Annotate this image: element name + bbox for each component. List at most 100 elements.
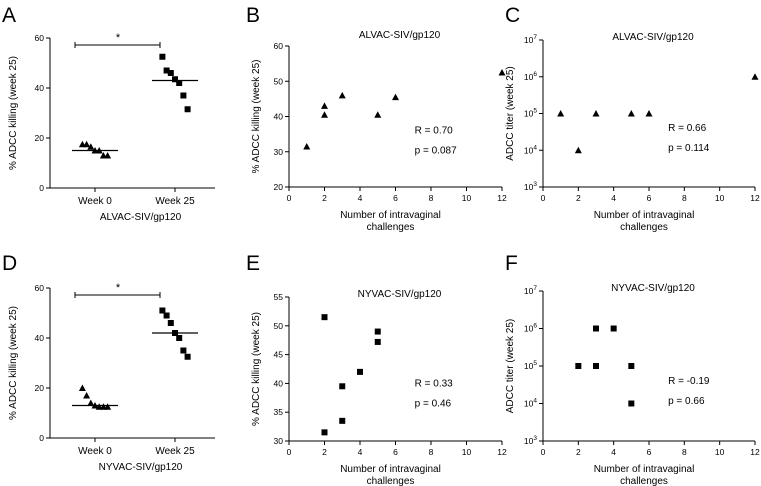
data-point bbox=[184, 106, 191, 113]
data-point bbox=[627, 110, 635, 117]
panel-label: B bbox=[246, 4, 260, 27]
y-tick-label: 55 bbox=[274, 292, 284, 302]
x-tick-label: 0 bbox=[287, 447, 292, 457]
x-tick-label: 4 bbox=[358, 447, 363, 457]
x-tick-label: 10 bbox=[715, 447, 725, 457]
correlation-r: R = 0.33 bbox=[415, 378, 454, 389]
x-tick-label: 8 bbox=[429, 193, 434, 203]
data-point bbox=[321, 111, 328, 118]
y-tick-label: 20 bbox=[274, 182, 284, 192]
panel-label: F bbox=[505, 252, 518, 275]
x-tick-label: 2 bbox=[576, 193, 581, 203]
y-tick-label: 30 bbox=[274, 147, 284, 157]
data-point bbox=[628, 363, 635, 369]
x-tick-label: 0 bbox=[287, 193, 292, 203]
x-tick-label: 12 bbox=[750, 193, 760, 203]
y-tick-label: 60 bbox=[274, 41, 284, 51]
panel-label: C bbox=[505, 4, 520, 27]
x-axis-title: challenges bbox=[620, 222, 668, 233]
x-tick-label: 4 bbox=[358, 193, 363, 203]
x-axis-title: challenges bbox=[620, 476, 668, 486]
y-tick-label: 105 bbox=[524, 360, 537, 371]
p-value: p = 0.087 bbox=[415, 145, 457, 156]
y-tick-label: 60 bbox=[35, 33, 45, 43]
correlation-r: R = -0.19 bbox=[668, 376, 710, 387]
data-point bbox=[338, 91, 346, 99]
data-point bbox=[339, 417, 346, 424]
x-axis-title: NYVAC-SIV/gp120 bbox=[99, 462, 183, 473]
x-category-label: Week 0 bbox=[78, 446, 112, 457]
data-point bbox=[163, 312, 170, 319]
y-axis-title: % ADCC killing (week 25) bbox=[8, 306, 19, 420]
panel-label: E bbox=[246, 252, 260, 275]
significance-star: * bbox=[116, 282, 121, 294]
data-point bbox=[167, 70, 174, 76]
x-tick-label: 10 bbox=[462, 193, 472, 203]
x-tick-label: 6 bbox=[647, 193, 652, 203]
p-value: p = 0.66 bbox=[668, 396, 705, 407]
y-tick-label: 106 bbox=[524, 71, 537, 82]
data-point bbox=[592, 110, 600, 117]
chart-title: NYVAC-SIV/gp120 bbox=[611, 283, 695, 294]
chart-title: NYVAC-SIV/gp120 bbox=[358, 289, 442, 300]
data-point bbox=[321, 314, 328, 321]
x-tick-label: 0 bbox=[541, 447, 546, 457]
y-tick-label: 45 bbox=[274, 350, 284, 360]
data-point bbox=[83, 140, 91, 148]
data-point bbox=[184, 353, 191, 360]
y-axis-title: ADCC titer (week 25) bbox=[505, 319, 516, 413]
y-tick-label: 104 bbox=[524, 144, 537, 155]
x-tick-label: 8 bbox=[429, 447, 434, 457]
x-tick-label: 2 bbox=[322, 193, 327, 203]
data-point bbox=[303, 142, 311, 150]
x-axis-title: ALVAC-SIV/gp120 bbox=[100, 212, 182, 223]
y-tick-label: 103 bbox=[524, 435, 537, 446]
p-value: p = 0.114 bbox=[668, 143, 710, 154]
data-point bbox=[163, 67, 170, 74]
y-tick-label: 50 bbox=[274, 76, 284, 86]
y-tick-label: 60 bbox=[35, 283, 45, 293]
y-tick-label: 40 bbox=[35, 333, 45, 343]
x-tick-label: 12 bbox=[497, 193, 507, 203]
x-tick-label: 6 bbox=[393, 447, 398, 457]
data-point bbox=[374, 111, 382, 118]
x-tick-label: 12 bbox=[750, 447, 760, 457]
x-tick-label: 12 bbox=[497, 447, 507, 457]
y-axis-title: % ADCC killing (week 25) bbox=[8, 56, 19, 170]
data-point bbox=[593, 325, 599, 332]
data-point bbox=[574, 146, 582, 154]
data-point bbox=[176, 335, 183, 341]
y-axis-title: % ADCC killing (week 25) bbox=[251, 60, 262, 174]
y-axis-title: ADCC titer (week 25) bbox=[505, 66, 516, 160]
data-point bbox=[374, 338, 381, 345]
data-point bbox=[104, 152, 112, 159]
x-tick-label: 8 bbox=[682, 447, 687, 457]
x-tick-label: 4 bbox=[611, 193, 616, 203]
y-tick-label: 30 bbox=[274, 436, 284, 446]
data-point bbox=[78, 384, 86, 391]
y-tick-label: 106 bbox=[524, 323, 537, 334]
chart-title: ALVAC-SIV/gp120 bbox=[612, 32, 694, 43]
x-axis-title: Number of intravaginal bbox=[340, 210, 441, 221]
data-point bbox=[180, 347, 187, 354]
data-point bbox=[87, 143, 95, 150]
data-point bbox=[176, 80, 183, 86]
x-tick-label: 2 bbox=[322, 447, 327, 457]
y-tick-label: 40 bbox=[35, 83, 45, 93]
y-tick-label: 35 bbox=[274, 407, 284, 417]
y-tick-label: 40 bbox=[274, 112, 284, 122]
correlation-r: R = 0.66 bbox=[668, 123, 707, 134]
panel-label: A bbox=[2, 4, 16, 27]
x-axis-title: challenges bbox=[367, 222, 415, 233]
data-point bbox=[392, 93, 399, 101]
data-point bbox=[557, 110, 565, 117]
data-point bbox=[83, 392, 91, 399]
data-point bbox=[172, 76, 178, 83]
data-point bbox=[167, 320, 174, 326]
y-tick-label: 40 bbox=[274, 378, 284, 388]
x-tick-label: 10 bbox=[715, 193, 725, 203]
data-point bbox=[645, 110, 653, 117]
chart-title: ALVAC-SIV/gp120 bbox=[359, 30, 441, 41]
data-point bbox=[593, 363, 599, 369]
